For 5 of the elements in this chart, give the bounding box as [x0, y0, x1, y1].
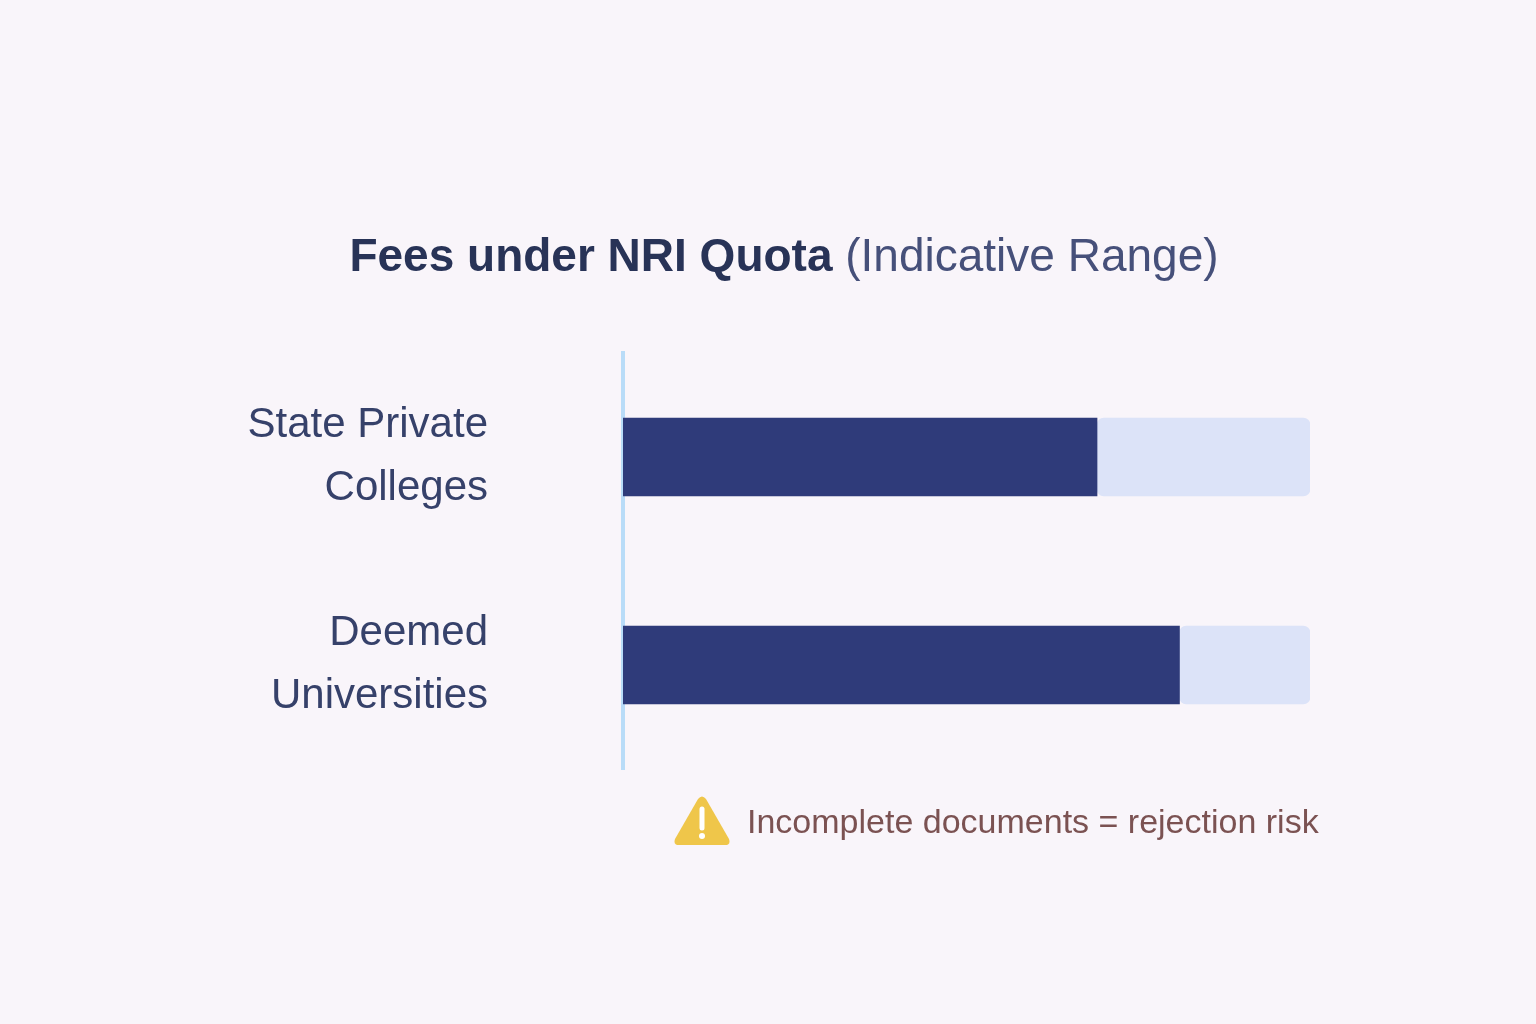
chart-subtitle: (Indicative Range) [845, 229, 1219, 281]
y-tick-label: State Private Colleges [247, 399, 488, 509]
chart-title: Fees under NRI Quota [349, 229, 833, 281]
y-tick-label: Deemed Universities [270, 607, 488, 717]
text: Incomplete documents = rejection risk [747, 801, 1319, 841]
